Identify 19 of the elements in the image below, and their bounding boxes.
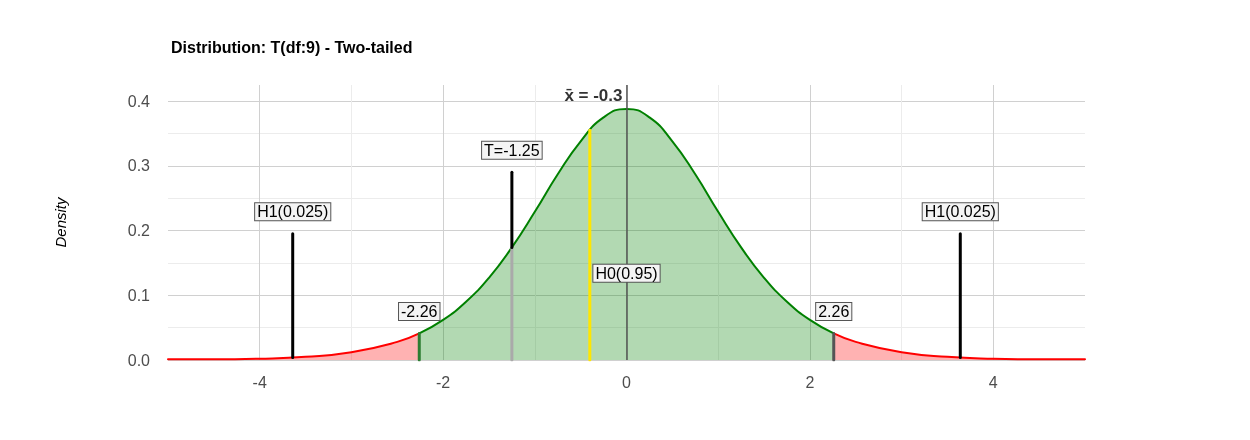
x-tick-label: 0 <box>622 373 632 391</box>
annotation: H1(0.025) <box>257 203 329 221</box>
y-tick-label: 0.4 <box>127 92 151 110</box>
y-tick-label: 0.2 <box>127 222 151 240</box>
y-tick-label: 0.3 <box>127 157 151 175</box>
annotation: 2.26 <box>818 302 850 320</box>
x-tick-label: -2 <box>435 373 451 391</box>
y-tick-label: 0.0 <box>127 351 151 369</box>
annotation: x̄ = -0.3 <box>564 85 623 105</box>
annotation: -2.26 <box>401 302 438 320</box>
annotation: H1(0.025) <box>924 203 996 221</box>
chart-title: Distribution: T(df:9) - Two-tailed <box>171 38 413 56</box>
x-tick-label: 2 <box>805 373 815 391</box>
annotation: T=-1.25 <box>484 141 540 159</box>
x-tick-label: -4 <box>252 373 267 391</box>
y-tick-label: 0.1 <box>127 286 151 304</box>
annotation: H0(0.95) <box>595 264 658 282</box>
y-axis-title: Density <box>52 196 69 248</box>
x-tick-label: 4 <box>988 373 998 391</box>
